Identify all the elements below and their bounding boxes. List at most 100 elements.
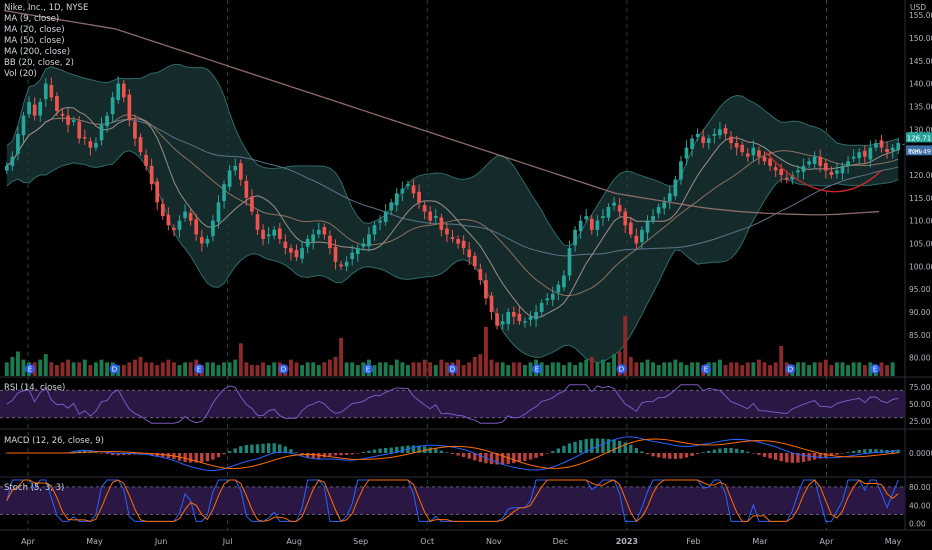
candle-body bbox=[695, 133, 700, 138]
volume-bar bbox=[573, 365, 578, 376]
volume-bar bbox=[88, 365, 93, 376]
volume-bar bbox=[773, 362, 778, 376]
ma20-line bbox=[6, 114, 899, 297]
legend-ma200[interactable]: MA (200, close) bbox=[4, 47, 71, 57]
macd-histogram-bar bbox=[445, 452, 449, 453]
volume-bar bbox=[77, 362, 82, 376]
volume-bar bbox=[885, 365, 890, 376]
macd-histogram-bar bbox=[478, 453, 483, 462]
candle-body bbox=[333, 246, 338, 262]
earnings-marker-letter: D bbox=[281, 366, 286, 374]
volume-bar bbox=[545, 365, 550, 376]
macd-histogram-bar bbox=[835, 453, 839, 455]
volume-bar bbox=[171, 362, 176, 376]
macd-histogram-bar bbox=[83, 450, 87, 453]
volume-bar bbox=[93, 362, 98, 376]
month-tick-label: Aug bbox=[286, 537, 302, 546]
candle-body bbox=[38, 101, 43, 116]
candle-body bbox=[272, 229, 277, 236]
macd-histogram-bar bbox=[188, 453, 193, 463]
volume-bar bbox=[383, 362, 388, 376]
candle-body bbox=[573, 229, 577, 246]
legend-vol[interactable]: Vol (20) bbox=[4, 69, 37, 79]
price-tick-label: 95.00 bbox=[909, 285, 931, 294]
earnings-marker-letter: E bbox=[535, 366, 539, 374]
candle-body bbox=[818, 156, 823, 166]
volume-bar bbox=[561, 365, 566, 376]
candle-body bbox=[595, 220, 600, 230]
volume-bar bbox=[461, 365, 466, 376]
candle-body bbox=[238, 163, 243, 180]
candle-body bbox=[896, 143, 901, 151]
volume-bar bbox=[595, 362, 600, 376]
prev-price-label: 126.49 bbox=[908, 147, 931, 155]
macd-histogram-bar bbox=[216, 453, 221, 458]
candle-body bbox=[367, 234, 371, 247]
macd-histogram-bar bbox=[383, 447, 388, 453]
legend-ma50[interactable]: MA (50, close) bbox=[4, 36, 65, 46]
candle-body bbox=[216, 202, 221, 223]
volume-bar bbox=[21, 359, 26, 376]
stoch-d-line bbox=[6, 479, 899, 523]
macd-histogram-bar bbox=[824, 453, 828, 458]
macd-histogram-bar bbox=[668, 453, 672, 459]
macd-histogram-bar bbox=[389, 447, 393, 453]
candle-body bbox=[868, 147, 873, 160]
macd-histogram-bar bbox=[322, 453, 327, 458]
candle-body bbox=[606, 206, 611, 218]
legend-title[interactable]: Nike, Inc., 1D, NYSE bbox=[4, 3, 89, 13]
legend-ma20[interactable]: MA (20, close) bbox=[4, 25, 65, 35]
macd-histogram-bar bbox=[762, 453, 767, 457]
volume-bar bbox=[99, 359, 104, 376]
macd-histogram-bar bbox=[517, 453, 522, 463]
macd-histogram-bar bbox=[200, 453, 204, 463]
volume-bar bbox=[105, 362, 110, 376]
volume-bar bbox=[288, 359, 293, 376]
volume-bar bbox=[662, 362, 667, 376]
candle-body bbox=[27, 101, 31, 115]
macd-histogram-bar bbox=[328, 453, 332, 457]
macd-histogram-bar bbox=[233, 448, 237, 453]
earnings-marker-circle bbox=[25, 364, 35, 374]
earnings-marker-circle bbox=[447, 364, 458, 374]
macd-histogram-bar bbox=[785, 453, 789, 463]
macd-histogram-bar bbox=[244, 444, 249, 453]
volume-bar bbox=[227, 362, 232, 376]
macd-histogram-bar bbox=[863, 449, 867, 453]
month-tick-label: 2023 bbox=[616, 537, 638, 546]
stoch-tick-label: 80.00 bbox=[909, 483, 931, 492]
volume-bar bbox=[768, 365, 773, 376]
candle-body bbox=[350, 252, 355, 260]
currency-label: USD bbox=[910, 3, 926, 12]
candle-body bbox=[768, 158, 772, 166]
macd-histogram-bar bbox=[339, 453, 343, 456]
volume-bar bbox=[801, 362, 806, 376]
volume-bar bbox=[528, 362, 533, 376]
candle-body bbox=[790, 175, 795, 180]
volume-bar bbox=[144, 362, 149, 376]
volume-bar bbox=[66, 359, 71, 376]
macd-histogram-bar bbox=[567, 443, 572, 453]
volume-bar bbox=[38, 359, 43, 376]
stoch-pane-label[interactable]: Stoch (5, 3, 3) bbox=[4, 483, 65, 493]
candle-body bbox=[684, 147, 689, 159]
price-tick-label: 140.00 bbox=[909, 80, 932, 89]
volume-bar bbox=[339, 337, 344, 376]
legend-bb[interactable]: BB (20, close, 2) bbox=[4, 58, 74, 68]
volume-bar bbox=[255, 365, 260, 376]
legend-ma9[interactable]: MA (9, close) bbox=[4, 14, 60, 24]
volume-bar bbox=[439, 359, 444, 376]
macd-histogram-bar bbox=[94, 452, 98, 453]
candle-body bbox=[394, 193, 399, 206]
candle-body bbox=[846, 161, 850, 166]
macd-histogram-bar bbox=[361, 451, 366, 453]
volume-bar bbox=[121, 365, 126, 376]
volume-bar bbox=[617, 351, 622, 376]
rsi-pane-label[interactable]: RSI (14, close) bbox=[4, 383, 66, 393]
earnings-marker-letter: D bbox=[450, 366, 455, 374]
volume-bar bbox=[405, 365, 410, 376]
macd-pane-label[interactable]: MACD (12, 26, close, 9) bbox=[4, 436, 104, 446]
macd-histogram-bar bbox=[874, 449, 878, 453]
month-tick-label: Jul bbox=[222, 537, 233, 546]
